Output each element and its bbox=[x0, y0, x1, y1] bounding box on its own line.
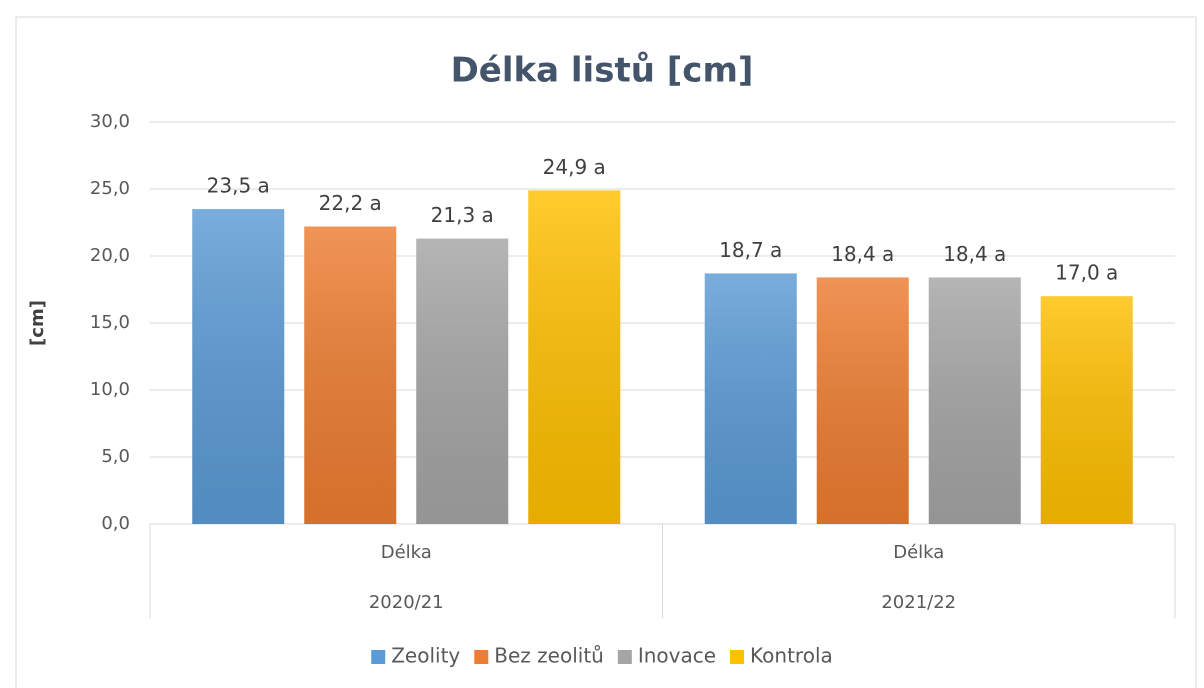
x-tick-label: Délka bbox=[381, 542, 432, 563]
bar-shade bbox=[704, 273, 797, 524]
data-label: 17,0 a bbox=[1055, 261, 1118, 285]
y-tick-label: 20,0 bbox=[90, 245, 130, 266]
legend-swatch bbox=[371, 650, 386, 664]
y-axis-label: [cm] bbox=[27, 300, 48, 346]
legend-label: Zeolity bbox=[391, 644, 460, 668]
legend-label: Kontrola bbox=[750, 644, 833, 668]
bar-shade bbox=[304, 226, 397, 524]
chart-title: Délka listů [cm] bbox=[451, 51, 754, 91]
y-tick-label: 15,0 bbox=[90, 312, 130, 333]
bar-shade bbox=[416, 238, 509, 524]
bar-shade bbox=[192, 209, 285, 524]
x-tick-label: Délka bbox=[893, 542, 944, 563]
legend-label: Inovace bbox=[638, 644, 716, 668]
y-tick-label: 0,0 bbox=[101, 513, 130, 534]
chart-frame bbox=[15, 16, 1197, 688]
x-group-label: 2021/22 bbox=[881, 592, 956, 613]
y-tick-label: 10,0 bbox=[90, 379, 130, 400]
legend-swatch bbox=[617, 650, 632, 664]
data-label: 22,2 a bbox=[319, 191, 382, 215]
x-group-label: 2020/21 bbox=[369, 592, 444, 613]
bar-shade bbox=[928, 277, 1021, 524]
data-label: 23,5 a bbox=[207, 174, 270, 198]
data-label: 18,4 a bbox=[831, 242, 894, 266]
data-label: 18,4 a bbox=[943, 242, 1006, 266]
data-label: 21,3 a bbox=[431, 203, 494, 227]
legend-swatch bbox=[730, 650, 745, 664]
y-tick-label: 30,0 bbox=[90, 111, 130, 132]
bar-shade bbox=[528, 190, 621, 524]
bar-shade bbox=[1040, 296, 1133, 524]
legend-swatch bbox=[474, 650, 489, 664]
data-label: 18,7 a bbox=[719, 238, 782, 262]
y-tick-label: 5,0 bbox=[101, 446, 130, 467]
y-tick-label: 25,0 bbox=[90, 178, 130, 199]
bar-shade bbox=[816, 277, 909, 524]
legend-label: Bez zeolitů bbox=[494, 644, 604, 668]
data-label: 24,9 a bbox=[543, 155, 606, 179]
